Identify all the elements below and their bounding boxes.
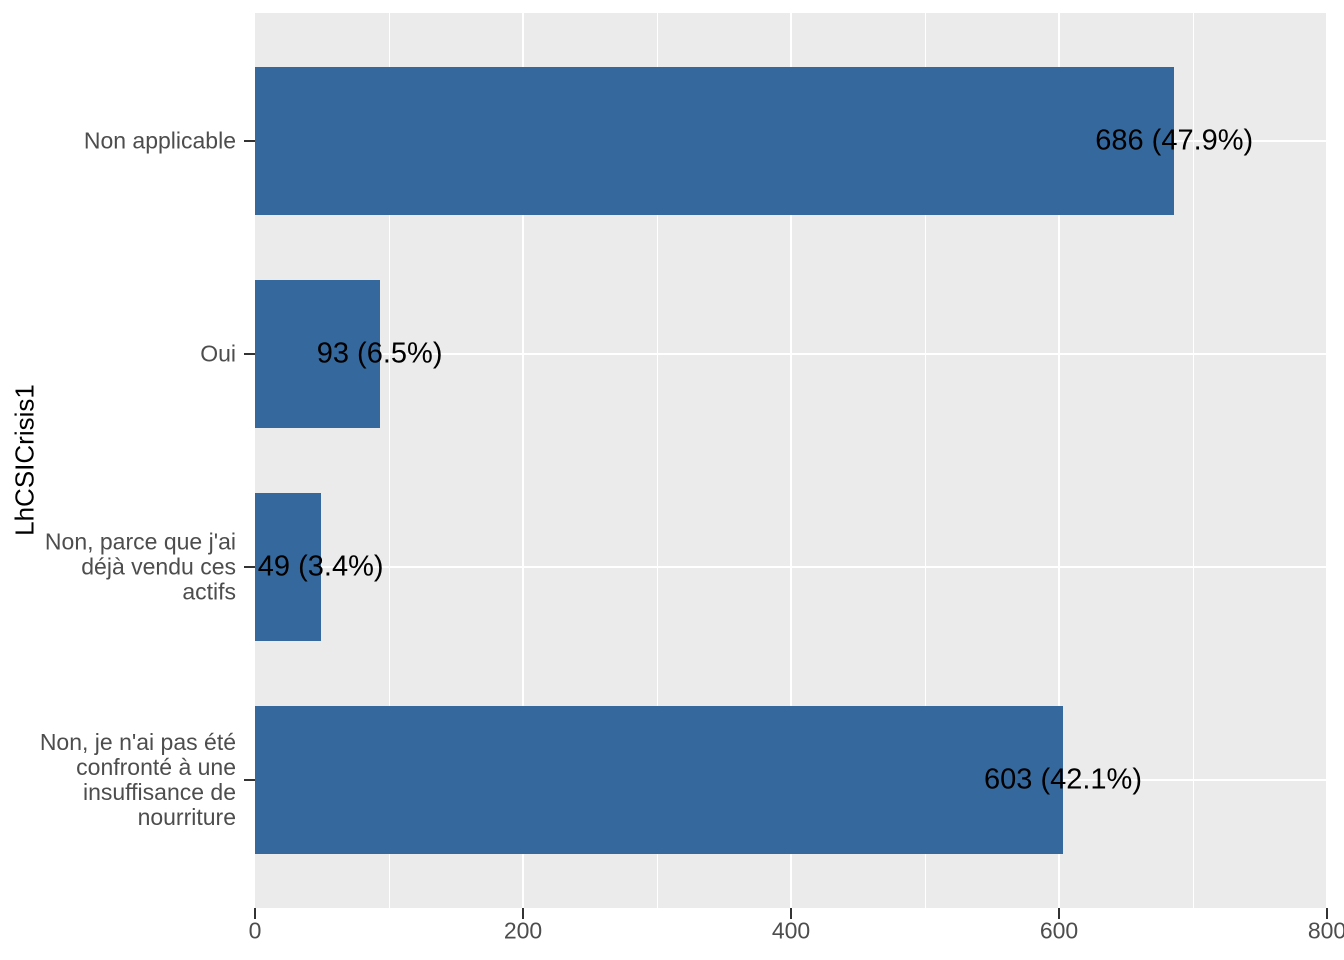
y-axis-title: LhCSICrisis1 bbox=[9, 384, 40, 536]
y-axis-category-label: Non, parce que j'ai déjà vendu ces actifs bbox=[0, 528, 236, 605]
plot-panel bbox=[255, 13, 1327, 908]
y-axis-category-label: Oui bbox=[0, 341, 236, 366]
minor-gridline bbox=[924, 13, 926, 908]
bar bbox=[255, 66, 1175, 215]
minor-gridline bbox=[1192, 13, 1194, 908]
category-label-line: confronté à une bbox=[76, 754, 236, 781]
bar-value-label: 49 (3.4%) bbox=[257, 550, 384, 583]
y-axis-category-label: Non applicable bbox=[0, 128, 236, 153]
bar-value-label: 686 (47.9%) bbox=[1095, 124, 1254, 157]
bar-value-label: 93 (6.5%) bbox=[316, 337, 443, 370]
major-gridline bbox=[522, 13, 524, 908]
x-axis-tick-mark bbox=[1058, 908, 1060, 919]
category-label-line: Non, parce que j'ai bbox=[44, 528, 236, 555]
category-label-line: nourriture bbox=[137, 804, 236, 831]
bar bbox=[255, 279, 380, 428]
major-gridline bbox=[790, 13, 792, 908]
minor-gridline bbox=[388, 13, 390, 908]
x-axis-tick-mark bbox=[522, 908, 524, 919]
category-label-line: insuffisance de bbox=[82, 779, 236, 806]
bar-value-label: 603 (42.1%) bbox=[984, 763, 1143, 796]
major-gridline bbox=[1326, 13, 1327, 908]
category-label-line: Non applicable bbox=[83, 127, 236, 154]
y-axis-tick-mark bbox=[244, 566, 255, 569]
x-axis-tick-label: 600 bbox=[1039, 917, 1079, 944]
x-axis-tick-label: 800 bbox=[1307, 917, 1344, 944]
category-label-line: actifs bbox=[182, 578, 236, 605]
bar bbox=[255, 706, 1064, 855]
y-axis-tick-mark bbox=[244, 779, 255, 782]
y-axis-tick-mark bbox=[244, 139, 255, 142]
x-axis-tick-label: 400 bbox=[771, 917, 811, 944]
category-label-line: Oui bbox=[200, 340, 236, 367]
x-axis-tick-label: 0 bbox=[248, 917, 262, 944]
major-gridline bbox=[1058, 13, 1060, 908]
x-axis-tick-mark bbox=[1326, 908, 1328, 919]
x-axis-tick-label: 200 bbox=[503, 917, 543, 944]
major-gridline bbox=[255, 566, 1327, 569]
x-axis-tick-mark bbox=[790, 908, 792, 919]
category-label-line: Non, je n'ai pas été bbox=[39, 729, 236, 756]
y-axis-category-label: Non, je n'ai pas été confronté à une insuf… bbox=[0, 730, 236, 830]
major-gridline bbox=[255, 352, 1327, 355]
x-axis-tick-mark bbox=[254, 908, 256, 919]
minor-gridline bbox=[656, 13, 658, 908]
bar bbox=[255, 493, 321, 642]
category-label-line: déjà vendu ces bbox=[81, 553, 236, 580]
y-axis-tick-mark bbox=[244, 352, 255, 355]
